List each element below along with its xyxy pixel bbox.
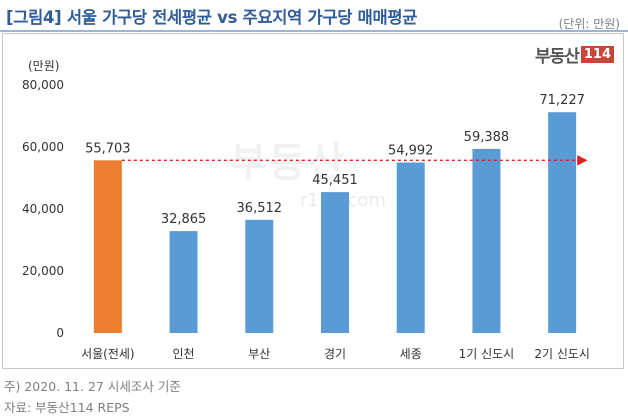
bar	[93, 160, 122, 333]
y-tick-label: 40,000	[22, 202, 64, 216]
title-divider	[0, 30, 628, 32]
bar-value-label: 55,703	[85, 141, 131, 156]
bar	[548, 112, 577, 334]
x-tick-label: 세종	[400, 347, 422, 361]
x-tick-label: 경기	[324, 347, 346, 361]
bar	[321, 192, 349, 333]
chart-title: [그림4] 서울 가구당 전세평균 vs 주요지역 가구당 매매평균	[6, 8, 418, 27]
bar	[396, 162, 425, 333]
y-tick-label: 20,000	[22, 264, 64, 278]
bar-value-label: 32,865	[161, 212, 207, 227]
y-tick-label: 60,000	[22, 140, 64, 154]
bar-value-label: 59,388	[464, 130, 510, 145]
x-tick-label: 2기 신도시	[534, 347, 590, 361]
brand-logo: 부동산 114	[534, 43, 614, 67]
footnote: 주) 2020. 11. 27 시세조사 기준	[4, 379, 181, 394]
bar-value-label: 54,992	[388, 144, 434, 159]
source-note: 자료: 부동산114 REPS	[4, 400, 130, 415]
bar	[472, 148, 501, 333]
bar	[169, 231, 198, 333]
bar-value-label: 36,512	[237, 201, 283, 216]
y-tick-label: 0	[56, 326, 64, 340]
bar-value-label: 71,227	[539, 93, 585, 108]
x-tick-label: 인천	[173, 346, 195, 361]
chart-frame	[2, 33, 624, 369]
logo-badge: 114	[580, 45, 614, 63]
bar	[245, 219, 274, 333]
x-tick-label: 부산	[248, 347, 270, 361]
bar-value-label: 45,451	[312, 173, 358, 188]
y-tick-label: 80,000	[22, 78, 64, 92]
y-axis-label: (만원)	[28, 59, 60, 73]
unit-label: (단위: 만원)	[558, 17, 620, 31]
x-tick-label: 1기 신도시	[459, 347, 515, 361]
watermark-logo: 부동산	[230, 140, 347, 186]
logo-text: 부동산	[534, 46, 580, 67]
x-tick-label: 서울(전세)	[81, 347, 135, 361]
